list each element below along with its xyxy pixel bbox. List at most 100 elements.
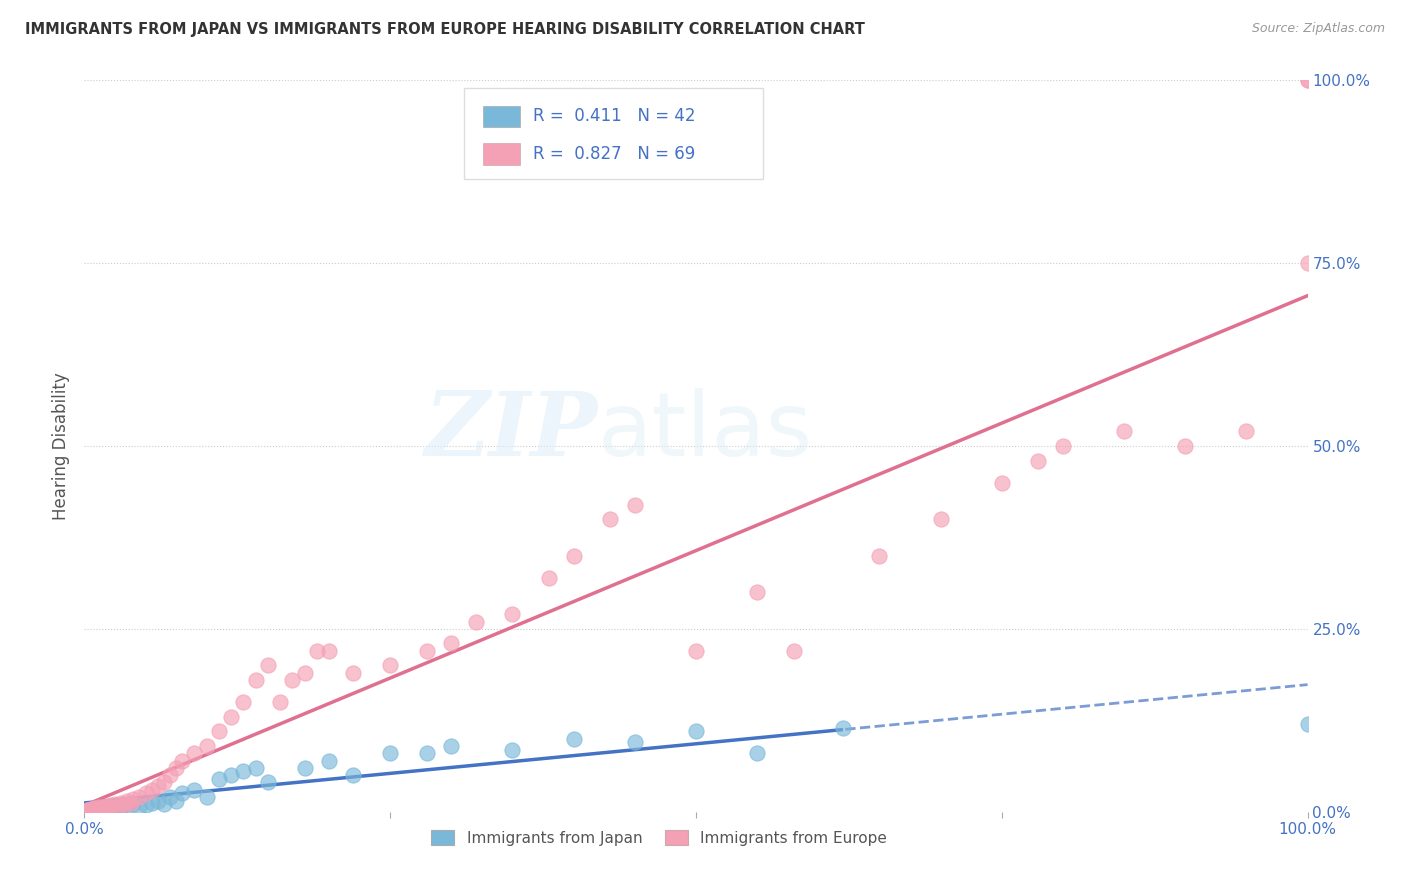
Point: [294, 761, 316, 775]
Point: [208, 772, 231, 786]
Point: [747, 585, 769, 599]
Point: [305, 644, 328, 658]
Point: [91, 799, 114, 814]
Point: [79, 803, 101, 817]
Point: [562, 549, 585, 563]
Point: [83, 801, 105, 815]
Point: [257, 775, 280, 789]
Point: [416, 746, 439, 760]
Point: [685, 724, 707, 739]
Text: atlas: atlas: [598, 388, 813, 475]
Point: [416, 644, 439, 658]
Point: [83, 801, 105, 815]
Point: [97, 800, 120, 814]
Point: [165, 761, 187, 775]
Point: [929, 512, 952, 526]
Point: [84, 803, 107, 817]
Point: [380, 658, 402, 673]
Point: [75, 804, 97, 818]
Point: [96, 801, 118, 815]
Point: [107, 798, 129, 813]
Point: [87, 803, 110, 817]
Point: [342, 768, 364, 782]
Point: [245, 761, 267, 775]
Point: [146, 779, 169, 793]
Point: [87, 801, 110, 815]
Point: [208, 724, 231, 739]
Point: [91, 800, 114, 814]
Point: [159, 768, 181, 782]
Point: [141, 796, 163, 810]
Point: [195, 739, 218, 753]
Point: [232, 764, 254, 779]
Point: [685, 644, 707, 658]
Point: [100, 798, 122, 813]
Point: [1296, 73, 1319, 87]
Point: [783, 644, 806, 658]
Point: [1028, 453, 1050, 467]
Point: [232, 695, 254, 709]
Point: [1296, 256, 1319, 270]
Point: [318, 644, 340, 658]
Point: [440, 636, 463, 650]
Point: [128, 790, 150, 805]
Point: [991, 475, 1014, 490]
Point: [80, 802, 103, 816]
FancyBboxPatch shape: [484, 105, 520, 128]
Point: [318, 754, 340, 768]
Point: [104, 797, 127, 812]
Point: [100, 802, 122, 816]
FancyBboxPatch shape: [484, 144, 520, 165]
Point: [82, 803, 104, 817]
Point: [115, 798, 138, 813]
Point: [96, 798, 118, 813]
Point: [97, 798, 120, 813]
Point: [538, 571, 561, 585]
Point: [747, 746, 769, 760]
Point: [1114, 425, 1136, 439]
Point: [153, 775, 176, 789]
Point: [77, 803, 100, 817]
Point: [135, 798, 157, 813]
FancyBboxPatch shape: [464, 87, 763, 179]
Point: [257, 658, 280, 673]
Text: ZIP: ZIP: [425, 388, 598, 475]
Point: [281, 673, 304, 687]
Text: IMMIGRANTS FROM JAPAN VS IMMIGRANTS FROM EUROPE HEARING DISABILITY CORRELATION C: IMMIGRANTS FROM JAPAN VS IMMIGRANTS FROM…: [25, 22, 865, 37]
Point: [110, 801, 132, 815]
Point: [93, 801, 115, 815]
Point: [1174, 439, 1197, 453]
Point: [380, 746, 402, 760]
Point: [77, 803, 100, 817]
Point: [172, 787, 194, 801]
Point: [195, 790, 218, 805]
Point: [1296, 73, 1319, 87]
Point: [562, 731, 585, 746]
Point: [624, 735, 647, 749]
Point: [153, 797, 176, 812]
Point: [141, 782, 163, 797]
Point: [502, 742, 524, 756]
Point: [269, 695, 291, 709]
Point: [219, 768, 242, 782]
Point: [624, 498, 647, 512]
Point: [502, 607, 524, 622]
Point: [77, 803, 100, 817]
Point: [112, 797, 135, 812]
Point: [464, 615, 486, 629]
Point: [82, 804, 104, 818]
Point: [342, 665, 364, 680]
Point: [159, 790, 181, 805]
Point: [76, 803, 98, 817]
Y-axis label: Hearing Disability: Hearing Disability: [52, 372, 70, 520]
Text: R =  0.411   N = 42: R = 0.411 N = 42: [533, 108, 696, 126]
Point: [90, 802, 112, 816]
Point: [86, 802, 108, 816]
Text: R =  0.827   N = 69: R = 0.827 N = 69: [533, 145, 696, 163]
Point: [120, 796, 142, 810]
Point: [172, 754, 194, 768]
Point: [104, 799, 127, 814]
Point: [245, 673, 267, 687]
Legend: Immigrants from Japan, Immigrants from Europe: Immigrants from Japan, Immigrants from E…: [426, 823, 893, 852]
Point: [599, 512, 621, 526]
